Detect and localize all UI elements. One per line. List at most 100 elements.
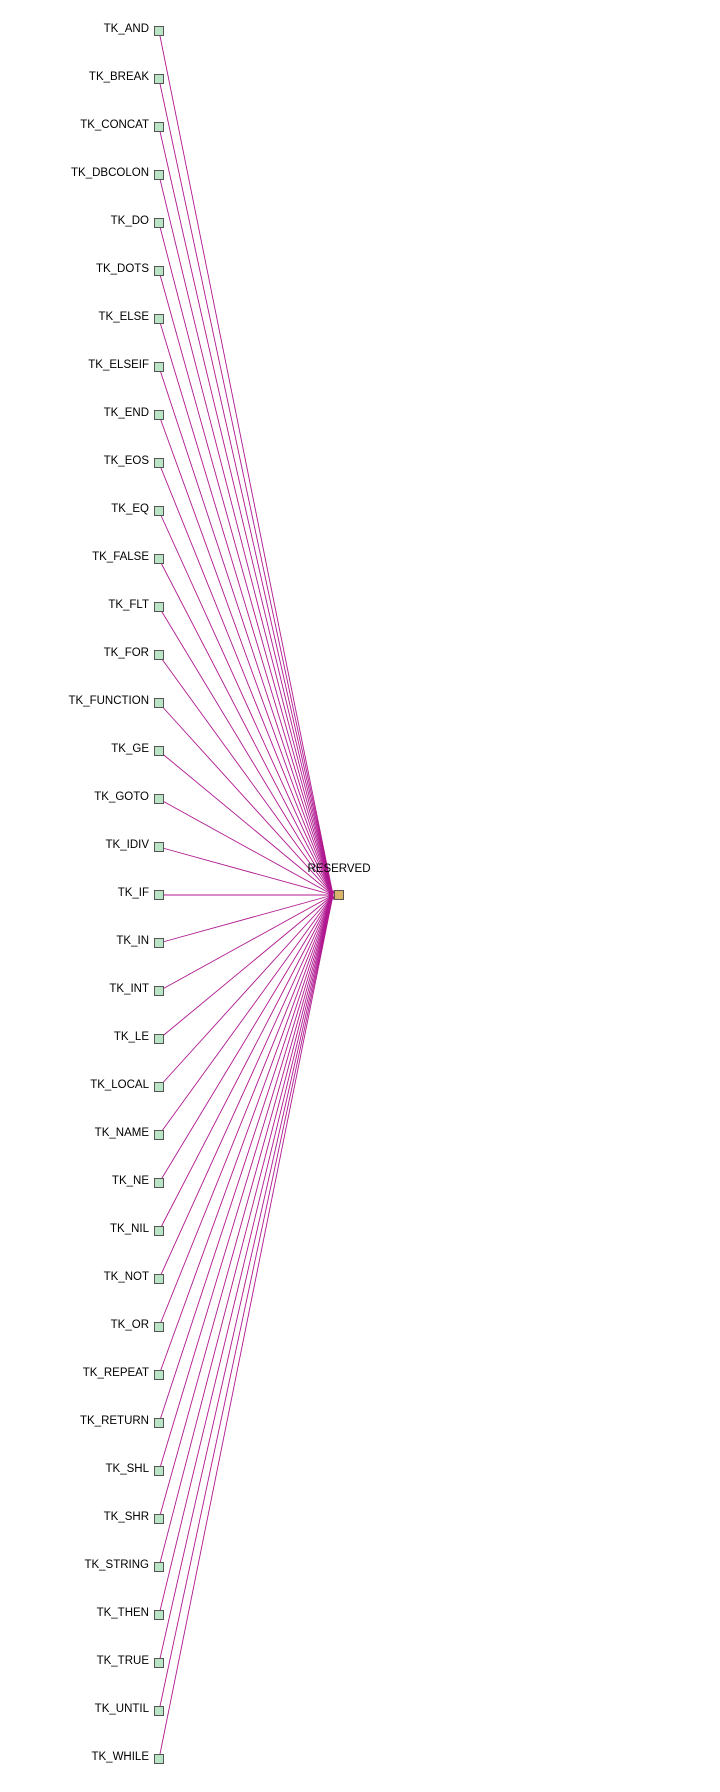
- node-box[interactable]: [154, 314, 164, 324]
- node-tk-eos[interactable]: TK_EOS: [104, 455, 164, 468]
- node-box[interactable]: [154, 554, 164, 564]
- node-box[interactable]: [154, 74, 164, 84]
- node-tk-then[interactable]: TK_THEN: [97, 1607, 164, 1620]
- node-label: TK_TRUE: [97, 1655, 150, 1667]
- node-tk-dots[interactable]: TK_DOTS: [96, 263, 164, 276]
- edge-tk-shr: [158, 894, 335, 1520]
- edge-tk-ge: [158, 750, 334, 896]
- node-tk-and[interactable]: TK_AND: [104, 23, 164, 36]
- node-tk-flt[interactable]: TK_FLT: [108, 599, 164, 612]
- node-tk-int[interactable]: TK_INT: [109, 983, 164, 996]
- node-label: TK_EQ: [111, 503, 149, 515]
- edge-tk-else: [158, 318, 334, 896]
- edge-tk-int: [158, 894, 334, 992]
- node-tk-repeat[interactable]: TK_REPEAT: [83, 1367, 164, 1380]
- node-box[interactable]: [154, 794, 164, 804]
- node-label: TK_STRING: [84, 1559, 149, 1571]
- node-tk-end[interactable]: TK_END: [104, 407, 164, 420]
- node-tk-not[interactable]: TK_NOT: [104, 1271, 164, 1284]
- node-box[interactable]: [154, 506, 164, 516]
- node-box[interactable]: [154, 410, 164, 420]
- node-tk-in[interactable]: TK_IN: [116, 935, 164, 948]
- node-box[interactable]: [154, 842, 164, 852]
- node-tk-shl[interactable]: TK_SHL: [106, 1463, 164, 1476]
- node-label: TK_INT: [109, 983, 149, 995]
- node-box[interactable]: [154, 1178, 164, 1188]
- node-tk-true[interactable]: TK_TRUE: [97, 1655, 164, 1668]
- node-box[interactable]: [154, 1274, 164, 1284]
- node-box[interactable]: [154, 266, 164, 276]
- node-label: TK_NIL: [110, 1223, 150, 1235]
- node-box[interactable]: [154, 650, 164, 660]
- node-box[interactable]: [154, 602, 164, 612]
- node-box[interactable]: [154, 1754, 164, 1764]
- node-box[interactable]: [154, 1514, 164, 1524]
- node-box[interactable]: [154, 1322, 164, 1332]
- node-box[interactable]: [154, 122, 164, 132]
- node-tk-elseif[interactable]: TK_ELSEIF: [88, 359, 164, 372]
- node-tk-false[interactable]: TK_FALSE: [92, 551, 164, 564]
- node-box[interactable]: [154, 1226, 164, 1236]
- node-label: TK_AND: [104, 23, 149, 35]
- node-box[interactable]: [154, 890, 164, 900]
- edge-tk-local: [158, 894, 334, 1088]
- node-box[interactable]: [154, 1130, 164, 1140]
- node-box[interactable]: [154, 1466, 164, 1476]
- node-label: TK_THEN: [97, 1607, 149, 1619]
- node-tk-concat[interactable]: TK_CONCAT: [80, 119, 164, 132]
- node-box[interactable]: [154, 458, 164, 468]
- node-box[interactable]: [154, 1706, 164, 1716]
- node-tk-for[interactable]: TK_FOR: [104, 647, 164, 660]
- edge-tk-idiv: [158, 846, 334, 897]
- node-tk-idiv[interactable]: TK_IDIV: [106, 839, 164, 852]
- node-tk-if[interactable]: TK_IF: [118, 887, 164, 900]
- node-box[interactable]: [154, 938, 164, 948]
- node-tk-nil[interactable]: TK_NIL: [110, 1223, 164, 1236]
- node-tk-return[interactable]: TK_RETURN: [80, 1415, 164, 1428]
- node-tk-break[interactable]: TK_BREAK: [89, 71, 164, 84]
- node-tk-name[interactable]: TK_NAME: [95, 1127, 164, 1140]
- node-box[interactable]: [154, 1370, 164, 1380]
- node-tk-local[interactable]: TK_LOCAL: [90, 1079, 164, 1092]
- node-box[interactable]: [154, 1562, 164, 1572]
- node-tk-le[interactable]: TK_LE: [114, 1031, 164, 1044]
- node-box[interactable]: [154, 1418, 164, 1428]
- node-box[interactable]: [154, 1034, 164, 1044]
- node-tk-ne[interactable]: TK_NE: [112, 1175, 164, 1188]
- node-label: TK_LE: [114, 1031, 149, 1043]
- node-tk-while[interactable]: TK_WHILE: [91, 1751, 164, 1764]
- node-box[interactable]: [154, 362, 164, 372]
- node-tk-shr[interactable]: TK_SHR: [104, 1511, 164, 1524]
- edge-tk-concat: [158, 126, 335, 896]
- node-box[interactable]: [154, 986, 164, 996]
- node-tk-until[interactable]: TK_UNTIL: [95, 1703, 164, 1716]
- hub-node-label: RESERVED: [307, 863, 370, 875]
- node-tk-eq[interactable]: TK_EQ: [111, 503, 164, 516]
- node-label: TK_UNTIL: [95, 1703, 150, 1715]
- hub-node[interactable]: RESERVED: [307, 863, 371, 900]
- node-box[interactable]: [154, 1658, 164, 1668]
- node-tk-string[interactable]: TK_STRING: [84, 1559, 164, 1572]
- node-tk-ge[interactable]: TK_GE: [111, 743, 164, 756]
- node-tk-do[interactable]: TK_DO: [111, 215, 164, 228]
- node-tk-else[interactable]: TK_ELSE: [99, 311, 164, 324]
- edge-tk-in: [158, 893, 334, 944]
- node-tk-dbcolon[interactable]: TK_DBCOLON: [71, 167, 164, 180]
- node-tk-function[interactable]: TK_FUNCTION: [69, 695, 164, 708]
- edge-tk-dots: [158, 270, 335, 896]
- edge-tk-return: [158, 894, 334, 1424]
- node-box[interactable]: [154, 1082, 164, 1092]
- edge-tk-true: [158, 894, 335, 1664]
- node-label: TK_FALSE: [92, 551, 149, 563]
- hub-node-box[interactable]: [334, 890, 344, 900]
- node-box[interactable]: [154, 698, 164, 708]
- node-box[interactable]: [154, 746, 164, 756]
- node-box[interactable]: [154, 218, 164, 228]
- node-tk-or[interactable]: TK_OR: [111, 1319, 164, 1332]
- edge-tk-function: [158, 702, 334, 896]
- node-box[interactable]: [154, 26, 164, 36]
- node-box[interactable]: [154, 170, 164, 180]
- node-box[interactable]: [154, 1610, 164, 1620]
- node-tk-goto[interactable]: TK_GOTO: [94, 791, 164, 804]
- edge-tk-or: [158, 894, 334, 1328]
